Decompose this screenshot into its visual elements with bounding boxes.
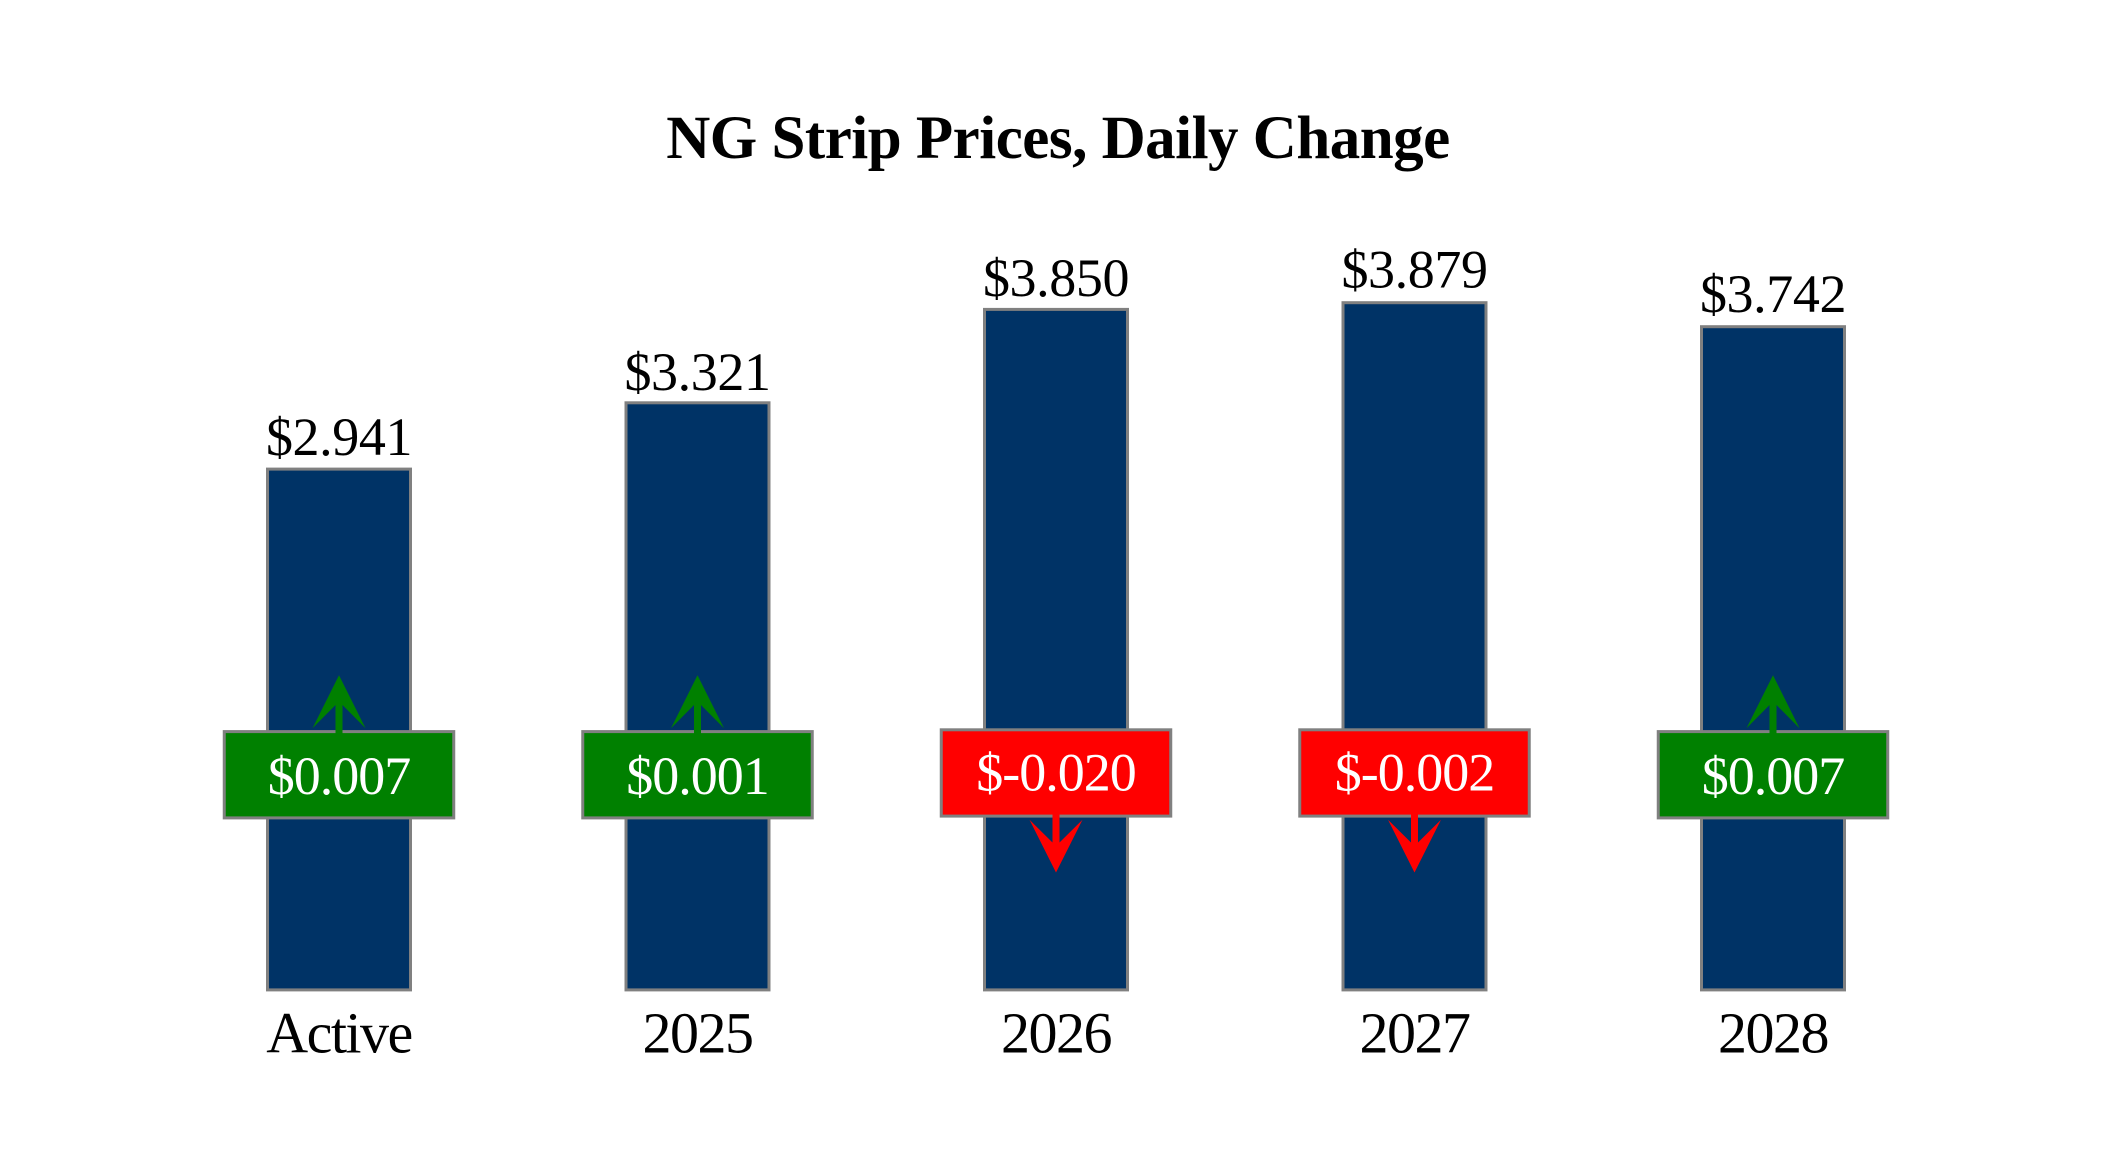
svg-text:2025: 2025 [643,1001,753,1066]
svg-text:2028: 2028 [1718,1001,1828,1066]
svg-text:$3.850: $3.850 [983,248,1129,308]
svg-text:2027: 2027 [1360,1001,1471,1066]
svg-text:$2.941: $2.941 [266,407,412,467]
svg-text:$3.742: $3.742 [1700,264,1846,324]
svg-text:$0.001: $0.001 [626,746,769,806]
svg-text:$-0.002: $-0.002 [1335,743,1494,803]
svg-text:$3.879: $3.879 [1341,240,1487,300]
svg-text:$3.321: $3.321 [624,342,770,402]
svg-text:$0.007: $0.007 [1702,746,1845,806]
svg-text:Active: Active [266,1001,412,1066]
svg-text:$0.007: $0.007 [268,746,411,806]
svg-text:2026: 2026 [1001,1001,1112,1066]
svg-text:NG Strip Prices, Daily Change: NG Strip Prices, Daily Change [666,105,1450,172]
svg-text:$-0.020: $-0.020 [976,743,1135,803]
